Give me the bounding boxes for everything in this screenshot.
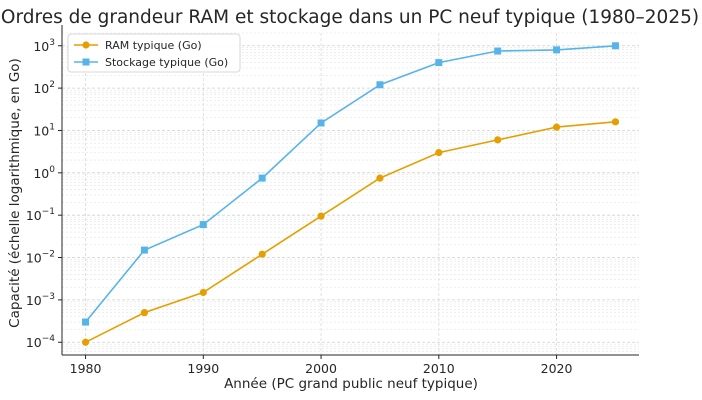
data-point-2-1995	[258, 174, 266, 182]
data-point-2-2005	[376, 81, 384, 89]
legend-marker-2	[82, 58, 90, 66]
x-tick-label: 2020	[541, 361, 573, 376]
axes: 1980 1990 2000 2010 2020 10−4 10−3 10−2 10−1 100 1…	[26, 25, 639, 376]
legend-label-2: Stockage typique (Go)	[105, 56, 228, 69]
data-point-2-2025	[611, 42, 619, 50]
series-line-2	[84, 45, 616, 323]
data-point-2-2020	[553, 46, 561, 54]
data-point-1-2010	[435, 149, 443, 157]
data-point-1-1995	[258, 250, 266, 258]
y-tick-label: 101	[33, 122, 55, 138]
y-tick-label: 102	[33, 80, 55, 96]
x-tick-label: 1980	[70, 361, 102, 376]
y-tick-label: 103	[33, 38, 55, 54]
series-layer	[81, 42, 620, 346]
grid	[62, 32, 639, 356]
data-point-1-2020	[552, 123, 561, 131]
y-tick-label: 10−4	[26, 334, 55, 350]
y-tick-label: 100	[33, 165, 55, 181]
y-tick-label: 10−3	[26, 292, 55, 308]
data-point-1-2005	[376, 174, 384, 182]
x-tick-label: 1990	[187, 361, 219, 376]
legend: RAM typique (Go) Stockage typique (Go)	[67, 33, 241, 73]
data-point-1-2000	[317, 212, 325, 220]
x-tick-label: 2000	[305, 361, 337, 376]
y-axis-label: Capacité (échelle logarithmique, en Go)	[7, 58, 23, 328]
y-tick-label: 10−2	[26, 250, 55, 266]
data-point-2-2010	[435, 59, 443, 67]
data-point-2-1980	[82, 318, 90, 326]
legend-marker-1	[82, 41, 90, 49]
data-point-1-2015	[494, 136, 502, 144]
data-point-1-1980	[81, 338, 90, 346]
series-line-1	[85, 121, 616, 343]
data-point-1-1990	[199, 288, 207, 297]
data-point-1-1985	[140, 309, 149, 317]
data-point-1-2025	[611, 118, 620, 126]
data-point-2-2000	[317, 119, 325, 127]
x-axis-label: Année (PC grand public neuf typique)	[224, 376, 478, 392]
y-tick-label: 10−1	[26, 207, 55, 223]
x-tick-label: 2010	[423, 361, 455, 376]
legend-box	[67, 33, 241, 73]
data-point-2-1990	[199, 221, 207, 229]
legend-label-1: RAM typique (Go)	[105, 39, 202, 52]
chart-title: Ordres de grandeur RAM et stockage dans …	[1, 7, 699, 28]
data-point-2-1985	[140, 246, 148, 254]
data-point-2-2015	[494, 47, 502, 55]
